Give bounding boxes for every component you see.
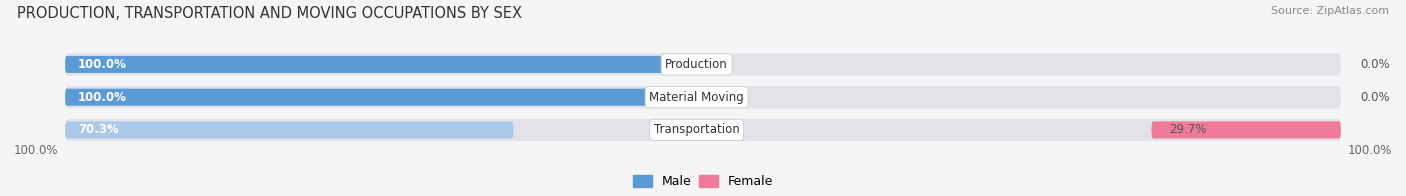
FancyBboxPatch shape bbox=[65, 122, 513, 138]
Legend: Male, Female: Male, Female bbox=[633, 175, 773, 188]
Text: PRODUCTION, TRANSPORTATION AND MOVING OCCUPATIONS BY SEX: PRODUCTION, TRANSPORTATION AND MOVING OC… bbox=[17, 6, 522, 21]
FancyBboxPatch shape bbox=[65, 56, 703, 73]
FancyBboxPatch shape bbox=[65, 119, 1341, 141]
Text: Transportation: Transportation bbox=[654, 123, 740, 136]
FancyBboxPatch shape bbox=[65, 53, 1341, 75]
Text: Production: Production bbox=[665, 58, 728, 71]
Text: 100.0%: 100.0% bbox=[14, 144, 59, 157]
FancyBboxPatch shape bbox=[65, 86, 1341, 108]
Text: 100.0%: 100.0% bbox=[77, 58, 127, 71]
Text: 29.7%: 29.7% bbox=[1168, 123, 1206, 136]
Text: 100.0%: 100.0% bbox=[77, 91, 127, 104]
Text: 100.0%: 100.0% bbox=[1347, 144, 1392, 157]
FancyBboxPatch shape bbox=[65, 89, 703, 106]
Text: 70.3%: 70.3% bbox=[77, 123, 118, 136]
Text: Material Moving: Material Moving bbox=[650, 91, 744, 104]
FancyBboxPatch shape bbox=[1152, 122, 1341, 138]
Text: 0.0%: 0.0% bbox=[1360, 58, 1389, 71]
Text: Source: ZipAtlas.com: Source: ZipAtlas.com bbox=[1271, 6, 1389, 16]
Text: 0.0%: 0.0% bbox=[1360, 91, 1389, 104]
